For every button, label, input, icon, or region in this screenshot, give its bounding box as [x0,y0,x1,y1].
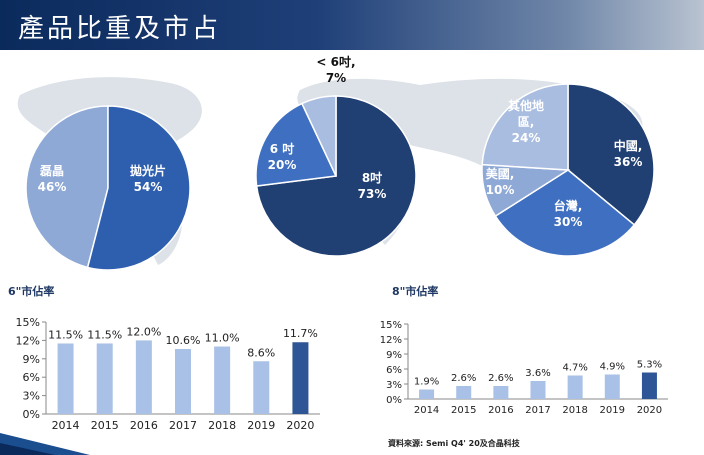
data-label: 2.6% [488,373,513,384]
source-note: 資料來源: Semi Q4' 20及合晶科技 [388,439,520,448]
data-label: 2.6% [451,373,476,384]
pie-slice [300,95,337,177]
pie-slice-label: 拋光片 [130,163,166,178]
x-tick-label: 2015 [91,419,119,432]
x-tick-label: 2020 [637,405,662,416]
bar [57,343,74,414]
bar-chart-6inch: 0% 3% 6% 9% 12% 15% 11.5% 2014 11.5% 2015 12.0% 201… [16,316,320,432]
pie-slice-label: 台灣, [554,198,583,213]
data-label: 11.7% [283,327,318,340]
data-label: 4.7% [562,363,587,374]
data-label: 8.6% [247,346,275,359]
y-tick-label: 15% [16,316,40,329]
pie-slice [494,169,636,257]
bar [641,372,657,399]
data-label: 10.6% [166,334,201,347]
pie-slice [86,105,191,271]
y-tick-label: 0% [23,408,40,421]
bar [567,375,583,399]
pie-slice-value: 30% [554,215,583,229]
x-tick-label: 2019 [247,419,275,432]
y-tick-label: 12% [380,335,402,346]
pie-slice [567,83,655,226]
pie-slice [255,102,338,187]
corner-decoration [0,433,90,455]
pie-slice-value: 7% [326,71,346,85]
pie-slice-label: 美國, [486,166,515,181]
x-tick-label: 2015 [451,405,476,416]
x-tick-label: 2018 [562,405,587,416]
y-tick-label: 0% [386,395,402,406]
x-tick-label: 2016 [130,419,158,432]
pie-slice-label: 磊晶 [39,163,64,178]
x-tick-label: 2017 [169,419,197,432]
bar [456,386,472,399]
bar [419,389,435,399]
bar [292,342,309,414]
pie-charts-layer: 磊晶 46% 拋光片 54% 8吋 73% 6 吋 20% < 6吋, 7% 中國, 36% 台灣, 30… [25,54,655,271]
y-tick-label: 6% [23,371,40,384]
bar [175,348,191,414]
y-tick-label: 3% [23,390,40,403]
bar-chart-8inch: 0% 3% 6% 9% 12% 15% 1.9% 2014 2.6% 2015 2.6% 2016 3.… [380,320,668,416]
data-label: 11.5% [48,328,83,341]
data-label: 12.0% [126,325,161,338]
pie-slice-label: 8吋 [362,170,382,185]
pie-slice-value: 73% [358,187,387,201]
y-tick-label: 9% [23,353,40,366]
title-banner: 產品比重及市占 [0,0,704,50]
pie-slice-value: 54% [134,180,163,194]
section-title-8inch: 8"市佔率 [392,285,439,298]
y-tick-label: 12% [16,334,40,347]
data-label: 4.9% [600,362,625,373]
bar [530,381,546,399]
bar [604,374,620,399]
x-tick-label: 2014 [414,405,439,416]
x-tick-label: 2019 [600,405,625,416]
y-tick-label: 15% [380,320,402,331]
x-tick-label: 2020 [286,419,314,432]
x-tick-label: 2016 [488,405,513,416]
pie-slice-label: < 6吋, [316,54,355,69]
y-tick-label: 3% [386,380,402,391]
pie-slice-label: 其他地 [508,98,544,113]
x-tick-label: 2014 [52,419,80,432]
pie-slice-value: 10% [486,183,515,197]
x-tick-label: 2017 [525,405,550,416]
y-tick-label: 9% [386,350,402,361]
data-label: 11.5% [87,328,122,341]
pie-slice-label: 中國, [614,138,643,153]
data-label: 1.9% [414,377,439,388]
pie-slice-label: 區, [518,115,535,129]
pie-slice [481,83,569,171]
data-label: 11.0% [205,332,240,345]
bar [96,343,113,414]
bar [135,340,152,414]
pie-slice-value: 46% [38,180,67,194]
pie-slice-value: 20% [268,158,297,172]
section-title-6inch: 6"市佔率 [8,285,55,298]
pie-slice [25,105,109,269]
pie-slice-value: 36% [614,155,643,169]
x-tick-label: 2018 [208,419,236,432]
pie-slice-label: 6 吋 [270,141,295,156]
page-title: 產品比重及市占 [18,14,222,44]
bar [253,361,270,414]
bar [214,346,231,414]
pie-slice-value: 24% [512,131,541,145]
bar [493,386,509,399]
y-tick-label: 6% [386,365,402,376]
data-label: 3.6% [525,368,550,379]
data-label: 5.3% [637,360,662,371]
